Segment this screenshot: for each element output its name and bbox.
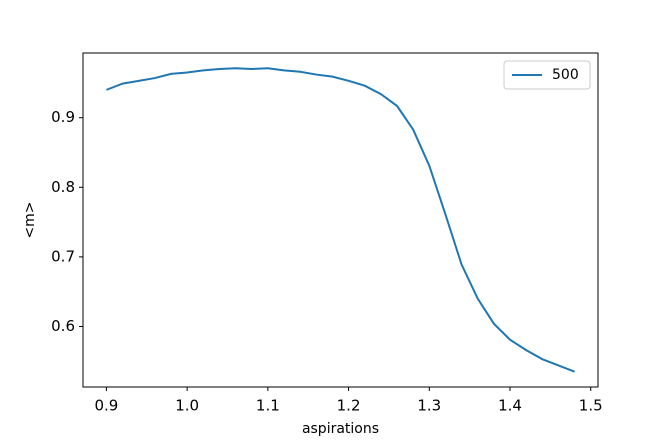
line-series: [106, 67, 575, 373]
x-tick-label: 1.5: [579, 397, 603, 415]
x-axis-label: aspirations: [302, 421, 379, 437]
legend-box: [503, 60, 591, 90]
legend-label: 500: [552, 67, 579, 83]
x-tick-label: 1.3: [417, 397, 441, 415]
x-tick-label: 1.0: [175, 397, 199, 415]
y-tick-label: 0.8: [51, 178, 75, 196]
x-tick-label: 1.4: [498, 397, 522, 415]
x-tick-label: 0.9: [94, 397, 118, 415]
x-tick-label: 1.2: [337, 397, 361, 415]
axes-frame: [82, 52, 599, 388]
x-tick-label: 1.1: [256, 397, 280, 415]
y-axis-label: <m>: [22, 201, 38, 238]
y-tick-label: 0.7: [51, 247, 75, 265]
y-tick-label: 0.6: [51, 317, 75, 335]
y-tick-label: 0.9: [51, 108, 75, 126]
